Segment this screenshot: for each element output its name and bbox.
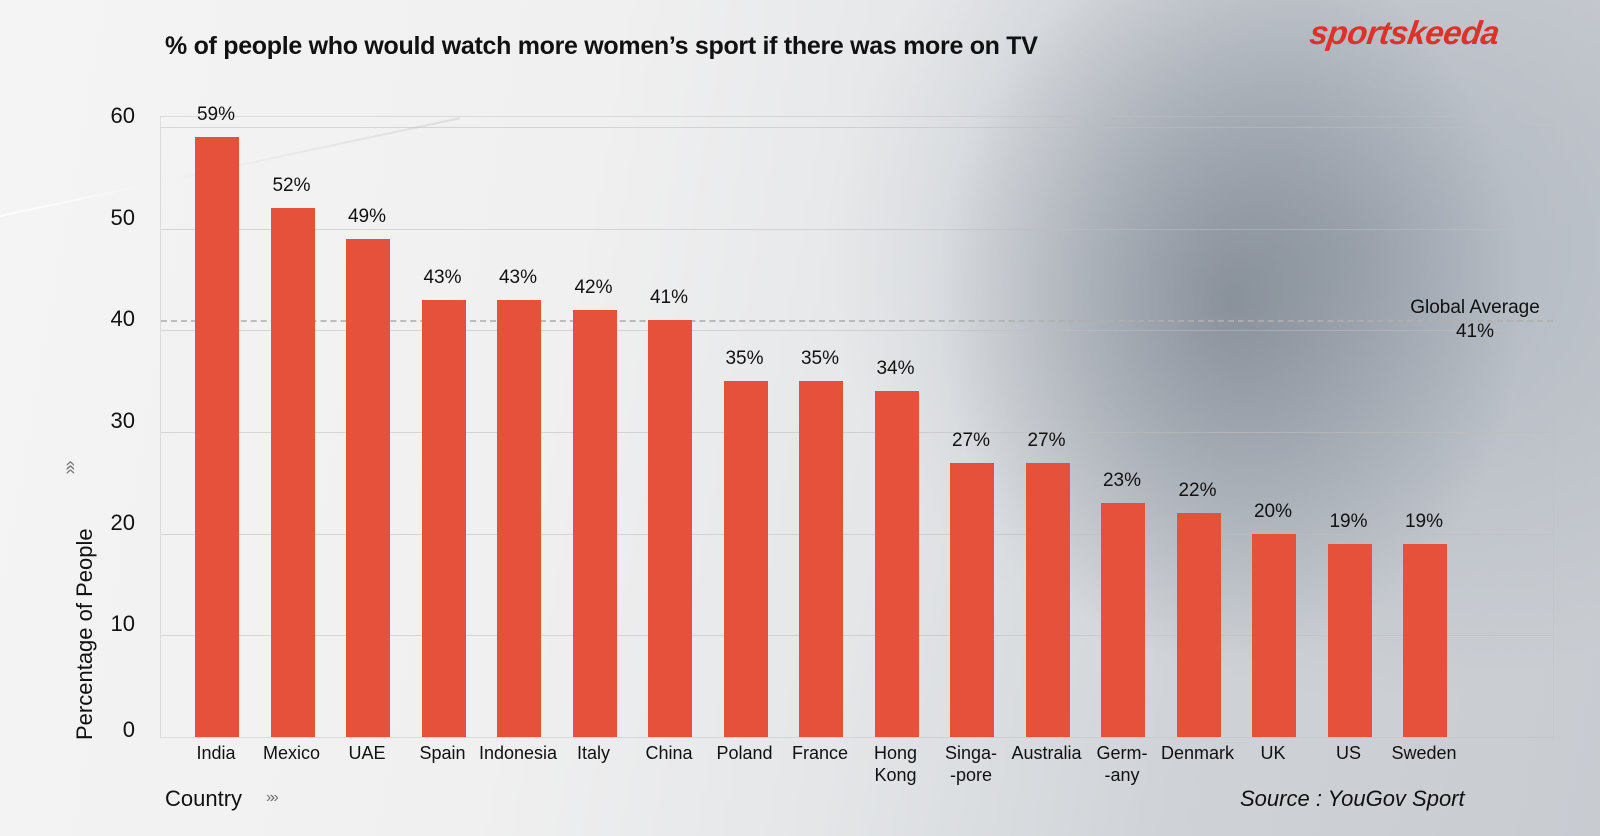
bar-germany xyxy=(1101,503,1145,737)
x-category-label: Australia xyxy=(1011,743,1082,763)
x-category-label: UAE xyxy=(348,743,386,763)
bar-australia xyxy=(1025,462,1070,737)
bar-value-label: 19% xyxy=(1329,510,1368,532)
bar-value-label: 35% xyxy=(800,348,840,370)
bar-indonesia xyxy=(497,299,541,737)
bar-value-label: 43% xyxy=(423,266,462,288)
x-axis-chevron-icon: »» xyxy=(266,789,279,806)
x-category-label: India xyxy=(196,743,236,763)
bar-value-label: 27% xyxy=(951,429,991,451)
bar-value-label: 20% xyxy=(1253,500,1293,522)
global-average-label: Global Average 41% xyxy=(1395,296,1555,344)
bar-value-label: 43% xyxy=(498,266,538,288)
y-axis-chevron-icon: »» xyxy=(59,466,80,475)
global-average-value: 41% xyxy=(1455,321,1495,342)
y-tick-label: 20 xyxy=(110,509,135,535)
bar-value-label: 23% xyxy=(1102,470,1142,492)
bar-value-label: 52% xyxy=(272,175,311,197)
bar-value-label: 35% xyxy=(725,348,764,370)
bar-china xyxy=(648,320,692,737)
gridline xyxy=(161,533,1553,535)
bar-value-label: 19% xyxy=(1404,510,1444,532)
x-category-label: China xyxy=(645,743,693,763)
x-category-label: Spain xyxy=(419,743,466,763)
bar-mexico xyxy=(270,208,315,737)
y-tick-label: 30 xyxy=(110,408,135,433)
y-tick-label: 60 xyxy=(110,103,135,128)
bar-india xyxy=(195,137,239,737)
bar-us xyxy=(1327,543,1372,737)
gridline xyxy=(161,635,1553,637)
bar-spain xyxy=(421,299,466,737)
gridline xyxy=(161,330,1553,332)
chart-title: % of people who would watch more women’s… xyxy=(165,32,1038,60)
x-category-label: Indonesia xyxy=(478,743,558,763)
bar-value-label: 41% xyxy=(649,287,689,309)
x-category-label: Germ- -any xyxy=(1096,743,1148,785)
y-tick-label: 50 xyxy=(110,204,135,230)
y-tick-label: 10 xyxy=(110,611,135,637)
gridline xyxy=(161,432,1553,433)
bar-sweden xyxy=(1403,543,1447,737)
global-average-text: Global Average xyxy=(1410,297,1540,318)
x-category-label: Sweden xyxy=(1391,743,1457,763)
global-average-line xyxy=(161,320,1553,323)
bar-value-label: 22% xyxy=(1178,480,1217,502)
x-axis-label: Country xyxy=(165,786,243,811)
x-category-label: Denmark xyxy=(1160,743,1235,763)
x-category-label: US xyxy=(1335,743,1361,763)
bar-value-label: 34% xyxy=(876,358,915,380)
bar-value-label: 42% xyxy=(574,277,613,298)
bar-poland xyxy=(723,381,768,737)
bar-singapore xyxy=(950,462,994,737)
bar-value-label: 49% xyxy=(347,205,387,227)
bar-uae xyxy=(346,238,390,737)
bar-value-label: 59% xyxy=(196,104,236,126)
source-note: Source : YouGov Sport xyxy=(1240,786,1465,811)
x-category-label: UK xyxy=(1260,743,1286,763)
x-category-label: Singa- -pore xyxy=(944,743,998,785)
bar-denmark xyxy=(1176,513,1221,737)
x-category-label: Italy xyxy=(576,743,610,763)
bar-france xyxy=(799,381,843,737)
bar-value-label: 27% xyxy=(1027,429,1066,451)
x-category-label: France xyxy=(791,743,849,763)
bar-italy xyxy=(572,310,617,737)
x-category-label: Poland xyxy=(716,743,773,763)
plot-area xyxy=(160,116,1554,738)
gridline xyxy=(161,228,1553,230)
y-tick-label: 40 xyxy=(110,306,135,332)
brand-logo: sportskeeda xyxy=(1307,14,1502,51)
y-tick-label: 0 xyxy=(122,717,135,742)
bar-hong-kong xyxy=(874,391,919,737)
bar-uk xyxy=(1252,533,1296,737)
x-category-label: Hong Kong xyxy=(873,743,918,785)
gridline xyxy=(161,127,1553,128)
x-category-label: Mexico xyxy=(262,743,320,763)
